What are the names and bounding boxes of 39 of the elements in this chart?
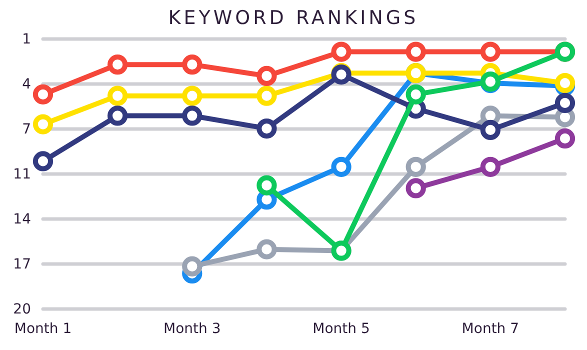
y-tick-label: 17 xyxy=(13,256,31,272)
point xyxy=(554,128,576,149)
point xyxy=(256,66,277,86)
point xyxy=(406,42,426,62)
y-tick-label: 20 xyxy=(13,301,31,318)
x-tick-label: Month 5 xyxy=(312,320,370,337)
point xyxy=(256,118,277,139)
point xyxy=(406,178,426,198)
point xyxy=(480,156,500,177)
point xyxy=(32,114,54,134)
y-tick-label: 1 xyxy=(22,31,31,48)
x-tick-label: Month 1 xyxy=(14,320,72,337)
point xyxy=(32,151,54,172)
point xyxy=(32,84,54,104)
y-tick-label: 14 xyxy=(13,212,32,228)
x-tick-label: Month 3 xyxy=(164,320,221,337)
point xyxy=(108,54,128,75)
point xyxy=(406,84,426,104)
point xyxy=(480,42,500,62)
point xyxy=(256,86,277,106)
point xyxy=(182,106,202,126)
point xyxy=(182,54,202,75)
y-tick-label: 7 xyxy=(22,121,31,138)
y-tick-label: 4 xyxy=(22,76,32,93)
point xyxy=(480,120,500,140)
x-tick-label: Month 7 xyxy=(462,320,520,337)
point xyxy=(108,106,128,126)
point xyxy=(554,92,576,113)
point xyxy=(256,175,277,196)
point xyxy=(554,73,576,94)
chart-title: KEYWORD RANKINGS xyxy=(168,7,419,29)
point xyxy=(182,256,202,276)
y-tick-label: 11 xyxy=(13,166,31,182)
point xyxy=(406,156,426,177)
point xyxy=(256,239,277,260)
point xyxy=(331,42,352,62)
point xyxy=(331,156,352,177)
point xyxy=(182,86,202,106)
point xyxy=(108,86,128,106)
